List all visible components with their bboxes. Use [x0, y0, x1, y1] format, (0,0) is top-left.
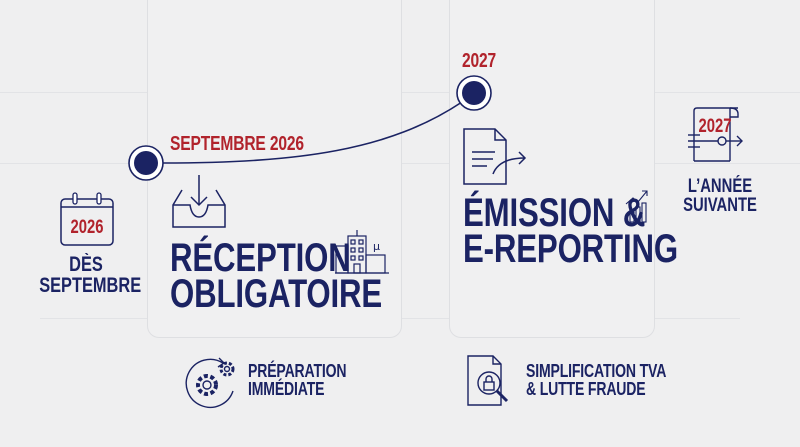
milestone2-date: 2027 [462, 50, 497, 72]
milestone2-title-line2: E-REPORTING [463, 227, 678, 271]
growth-chart-icon [625, 190, 648, 223]
bottom2-line2: & LUTTE FRAUDE [526, 379, 646, 399]
document-send-icon [463, 128, 527, 185]
inbox-download-icon [172, 175, 226, 228]
svg-text:μ: μ [373, 240, 380, 253]
timeline-node-2 [456, 75, 492, 111]
gears-cycle-icon [185, 357, 235, 408]
calendar-icon [60, 192, 114, 246]
timeline-node-1 [128, 145, 164, 181]
left-label-line2: SEPTEMBRE [39, 274, 142, 297]
bottom1-line2: IMMÉDIATE [248, 379, 325, 399]
milestone2-title-line1: ÉMISSION & [463, 191, 646, 235]
milestone1-title-line1: RÉCEPTION [170, 236, 351, 280]
card-emission [449, 0, 655, 338]
card-reception [147, 0, 402, 338]
left-label-line1: DÈS [69, 253, 103, 276]
right-year: 2027 [698, 116, 732, 137]
timeline-curve [162, 101, 463, 164]
document-search-lock-icon [467, 355, 509, 406]
buildings-icon: μ [335, 230, 389, 274]
bottom1-line1: PRÉPARATION [248, 361, 347, 381]
bottom2-line1: SIMPLIFICATION TVA [526, 361, 667, 381]
milestone1-date: SEPTEMBRE 2026 [170, 133, 304, 155]
right-label-line1: L’ANNÉE [687, 176, 753, 197]
milestone1-title-line2: OBLIGATOIRE [170, 272, 383, 316]
calendar-year: 2026 [70, 217, 104, 238]
document-flow-icon [688, 107, 743, 162]
right-label-line2: SUIVANTE [683, 195, 757, 216]
